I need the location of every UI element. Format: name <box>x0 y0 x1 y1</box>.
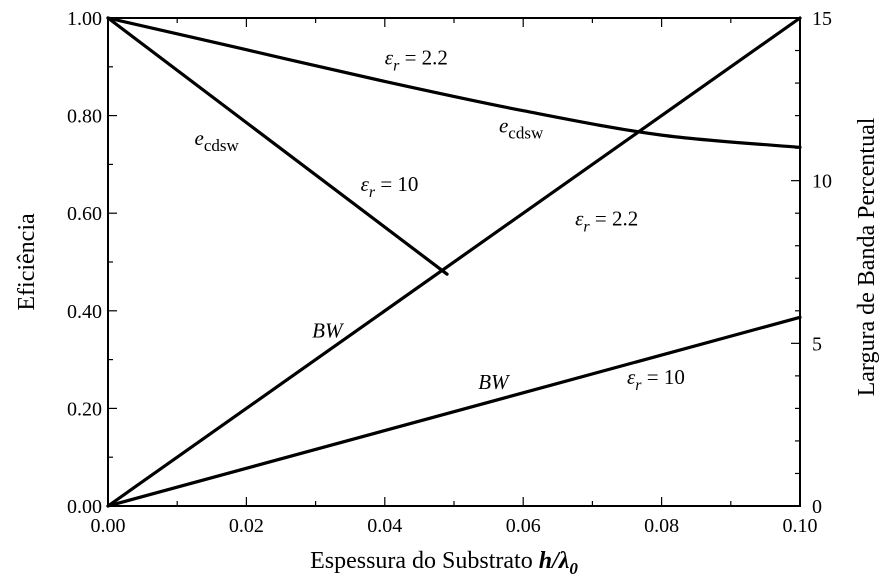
annotation-symbol: BW <box>478 370 511 394</box>
x-axis-title-text: Espessura do Substrato <box>310 548 539 574</box>
y-tick-label: 0.60 <box>67 203 102 225</box>
y2-tick-label: 15 <box>812 8 832 30</box>
y2-tick-label: 10 <box>812 171 832 193</box>
y-axis-title: Eficiência <box>14 213 40 311</box>
annotation-subscript: r <box>583 218 590 235</box>
curve-annotation: εr = 10 <box>627 365 685 394</box>
y-tick-label: 0.80 <box>67 106 102 128</box>
curve-annotation: εr = 10 <box>361 172 419 201</box>
series-line-4 <box>106 315 802 508</box>
series-line-3 <box>106 16 802 508</box>
x-axis-title-sub: 0 <box>569 559 578 578</box>
curve-annotation: εr = 2.2 <box>385 45 448 74</box>
y-tick-label: 0.40 <box>67 301 102 323</box>
x-tick-label: 0.08 <box>644 515 679 537</box>
annotation-value: = 2.2 <box>590 206 639 230</box>
curve-annotation: εr = 2.2 <box>575 206 638 235</box>
x-axis-title: Espessura do Substrato h/λ0 <box>310 548 578 578</box>
y2-tick-label: 5 <box>812 333 822 355</box>
tick-labels: 0.00 0.02 0.04 0.06 0.08 0.10 0.00 0.20 0.40 0.60… <box>67 8 832 537</box>
x-tick-label: 0.04 <box>367 515 402 537</box>
curve-annotation: BW <box>312 319 345 343</box>
series-line-2 <box>106 16 449 276</box>
annotation-subscript: r <box>393 57 400 74</box>
annotation-subscript: cdsw <box>204 136 240 155</box>
annotation-symbol: BW <box>312 319 345 343</box>
curve-annotation: ecdsw <box>499 114 544 143</box>
y2-tick-label: 0 <box>812 496 822 518</box>
annotation-symbol: ε <box>575 206 584 230</box>
annotation-subscript: r <box>369 184 376 201</box>
series-line-1 <box>106 16 802 149</box>
annotation-value: = 2.2 <box>399 45 448 69</box>
x-tick-label: 0.02 <box>229 515 264 537</box>
annotation-symbol: ε <box>627 365 636 389</box>
y-tick-label: 0.20 <box>67 398 102 420</box>
plot-frame <box>107 17 801 507</box>
annotation-symbol: ε <box>385 45 394 69</box>
annotation-subscript: cdsw <box>508 124 544 143</box>
y-tick-label: 1.00 <box>67 8 102 30</box>
x-tick-label: 0.06 <box>506 515 541 537</box>
annotation-symbol: e <box>499 114 508 138</box>
curve-annotation: ecdsw <box>195 126 240 155</box>
x-tick-label: 0.00 <box>91 515 126 537</box>
y-tick-label: 0.00 <box>67 496 102 518</box>
curve-annotation: BW <box>478 370 511 394</box>
curves <box>106 16 802 508</box>
annotation-value: = 10 <box>642 365 685 389</box>
annotation-symbol: ε <box>361 172 370 196</box>
annotation-subscript: r <box>635 377 642 394</box>
y2-axis-title: Largura de Banda Percentual <box>854 117 880 396</box>
x-tick-label: 0.10 <box>783 515 818 537</box>
annotation-symbol: e <box>195 126 204 150</box>
x-axis-title-var: h/λ <box>539 548 570 574</box>
annotation-value: = 10 <box>375 172 418 196</box>
